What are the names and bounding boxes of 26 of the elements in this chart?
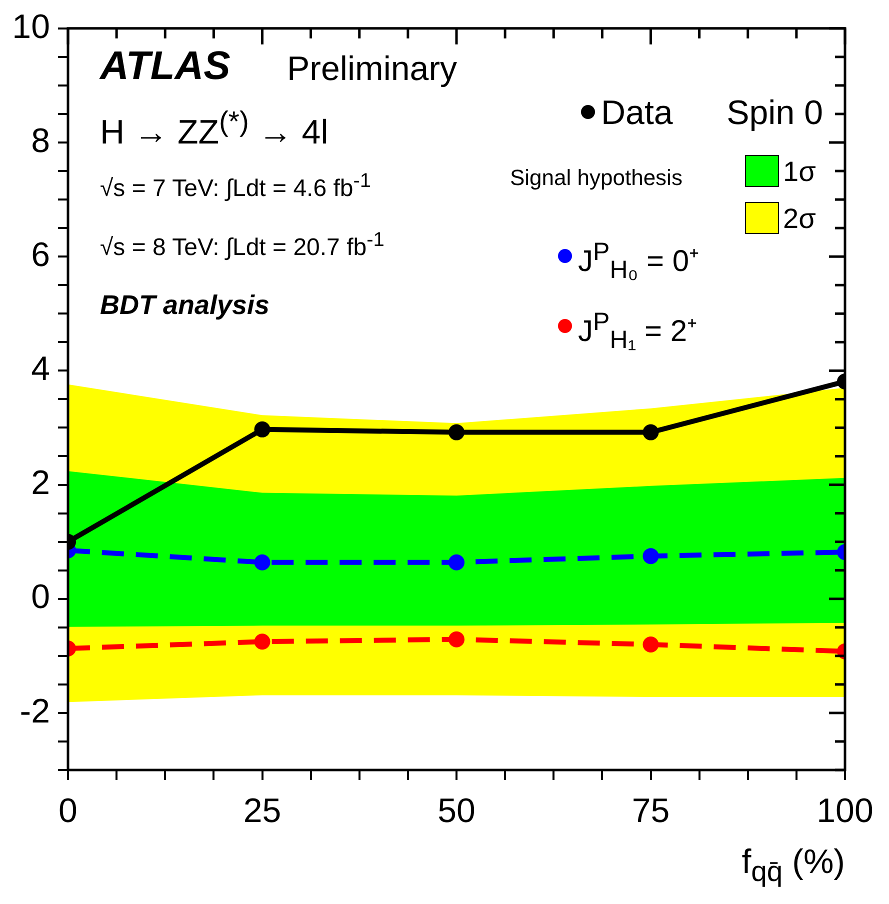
x-tick-label: 0 — [58, 792, 78, 830]
annotation: Spin 0 — [726, 94, 823, 132]
y-tick-label: 4 — [31, 350, 50, 388]
annotation: √s = 8 TeV: ∫Ldt = 20.7 fb$^{-1}$ — [100, 229, 384, 261]
legend-label: 1σ — [783, 156, 816, 187]
legend-label: 2σ — [783, 203, 816, 234]
x-tick-label: 75 — [632, 792, 670, 830]
legend-label: Data — [601, 94, 673, 132]
annotation: BDT analysis — [100, 290, 270, 320]
y-tick-label: 2 — [31, 464, 50, 502]
x-tick-label: 100 — [816, 792, 874, 830]
legend-label: J$^{P}$$_{H₀}$ = 0⁺ — [578, 238, 699, 284]
y-tick-label: 6 — [31, 236, 50, 274]
y-tick-label: -2 — [20, 692, 50, 730]
y-tick-label: 0 — [31, 578, 50, 616]
y-tick-label: 8 — [31, 122, 50, 160]
x-axis-title: f$_{qq̄}$ (%) — [742, 843, 845, 888]
legend-title: Signal hypothesis — [510, 165, 682, 190]
annotation: ATLAS — [100, 44, 230, 88]
x-tick-label: 50 — [438, 792, 476, 830]
legend-label: J$^{P}$$_{H₁}$ = 2⁺ — [578, 308, 698, 354]
annotation: √s = 7 TeV: ∫Ldt = 4.6 fb$^{-1}$ — [100, 170, 372, 202]
annotation: H → ZZ$^{(*)}$ → 4l — [100, 106, 328, 152]
y-tick-label: 10 — [12, 8, 50, 46]
x-tick-label: 25 — [243, 792, 282, 830]
annotation: Preliminary — [287, 50, 458, 88]
